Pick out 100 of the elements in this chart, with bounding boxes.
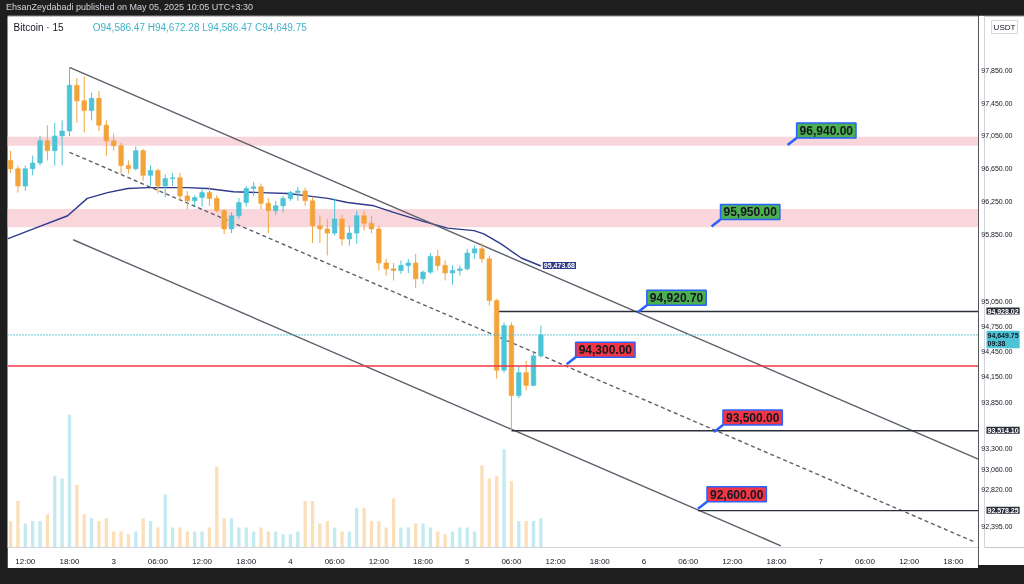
candlestick (37, 135, 43, 166)
candlestick (457, 264, 463, 276)
candlestick (427, 252, 433, 275)
bar (38, 520, 42, 548)
x-tick-label: 12:00 (368, 556, 390, 566)
x-tick-label: 12:00 (899, 556, 920, 566)
bar (281, 534, 285, 548)
x-tick-label: 12:00 (545, 556, 567, 566)
annotation: 92,600.00 (710, 487, 764, 502)
bar (60, 478, 64, 548)
candlestick (59, 119, 65, 166)
bar (97, 520, 101, 548)
x-tick-label: 5 (465, 556, 470, 566)
candlestick (52, 122, 58, 166)
bar (67, 414, 72, 548)
bar (200, 531, 204, 548)
bar (215, 466, 219, 548)
x-tick-label: 12:00 (722, 556, 743, 566)
annotation: 94,920.70 (649, 291, 704, 306)
candlestick (354, 210, 360, 245)
x-tick-label: 06:00 (324, 556, 346, 566)
bar (458, 527, 462, 548)
candlestick (155, 168, 161, 194)
candlestick (420, 269, 426, 285)
bar (237, 527, 241, 548)
bar (502, 449, 506, 548)
candlestick (81, 75, 87, 134)
bar (362, 507, 366, 548)
bar (340, 531, 344, 548)
candlestick (302, 187, 308, 207)
bar (509, 481, 514, 548)
candlestick (479, 242, 485, 264)
candlestick (74, 77, 80, 124)
annotation: 96,940.00 (799, 123, 854, 138)
candlestick (133, 146, 139, 171)
candlestick (516, 365, 522, 399)
x-tick-label: 18:00 (589, 556, 611, 566)
candlestick (228, 211, 235, 234)
bar (45, 514, 50, 548)
text: O94,586.47 H94,672.28 L94,586.47 C94,649.75 (92, 21, 308, 33)
candlestick (44, 124, 50, 162)
bar (391, 498, 396, 548)
bar (156, 527, 160, 548)
annotation: 94,300.00 (578, 343, 633, 358)
candlestick (177, 172, 183, 202)
candlestick (89, 92, 95, 121)
x-tick-label: 12:00 (192, 556, 213, 566)
bar (399, 527, 403, 548)
x-tick-label: 06:00 (501, 556, 522, 566)
candlestick (147, 164, 154, 187)
x-tick-label: 06:00 (678, 556, 699, 566)
candlestick (22, 164, 28, 192)
x-tick-label: 18:00 (766, 556, 788, 566)
x-tick-label: 3 (111, 556, 117, 566)
x-tick-label: 06:00 (854, 556, 876, 566)
bar (163, 494, 167, 548)
candlestick (317, 215, 323, 244)
bar (141, 518, 145, 548)
x-tick-label: 18:00 (236, 556, 257, 566)
bar (16, 501, 20, 548)
candlestick (339, 214, 345, 247)
bar (89, 518, 94, 548)
candlestick (280, 195, 286, 213)
bar (178, 527, 182, 548)
x-tick-label: 7 (818, 556, 824, 566)
candlestick (332, 197, 338, 237)
x-tick-label: 12:00 (15, 556, 36, 566)
bar (443, 534, 447, 548)
candlestick (346, 225, 352, 247)
candlestick (324, 218, 330, 257)
candlestick (413, 253, 419, 289)
bar (259, 527, 263, 548)
text: Bitcoin · 15 (13, 21, 64, 33)
bar (524, 520, 528, 548)
bar (119, 531, 123, 548)
annotation: 95,950.00 (723, 205, 778, 220)
candlestick (523, 360, 529, 391)
bar (480, 465, 484, 548)
bar (487, 478, 491, 548)
bar (229, 518, 234, 548)
candlestick (162, 173, 168, 199)
bar (310, 501, 315, 548)
bar (303, 501, 307, 548)
x-tick-label: 6 (641, 556, 647, 566)
x-tick-label: 18:00 (59, 556, 81, 566)
text: EhsanZeydabadi published on May 05, 2025 10:05 UTC+3:30 (6, 1, 253, 14)
x-tick-label: 18:00 (943, 556, 964, 566)
bar (222, 518, 226, 548)
annotation: 93,500.00 (725, 410, 780, 425)
bar (421, 523, 425, 548)
x-tick-label: 4 (288, 556, 294, 566)
candlestick (361, 210, 367, 232)
bar (539, 518, 543, 548)
y-axis-title: USDT (993, 22, 1016, 32)
bar (82, 514, 86, 548)
candlestick (30, 155, 36, 176)
bar (75, 485, 79, 548)
candlestick (449, 264, 456, 286)
candlestick (464, 248, 470, 271)
candlestick (184, 190, 190, 210)
